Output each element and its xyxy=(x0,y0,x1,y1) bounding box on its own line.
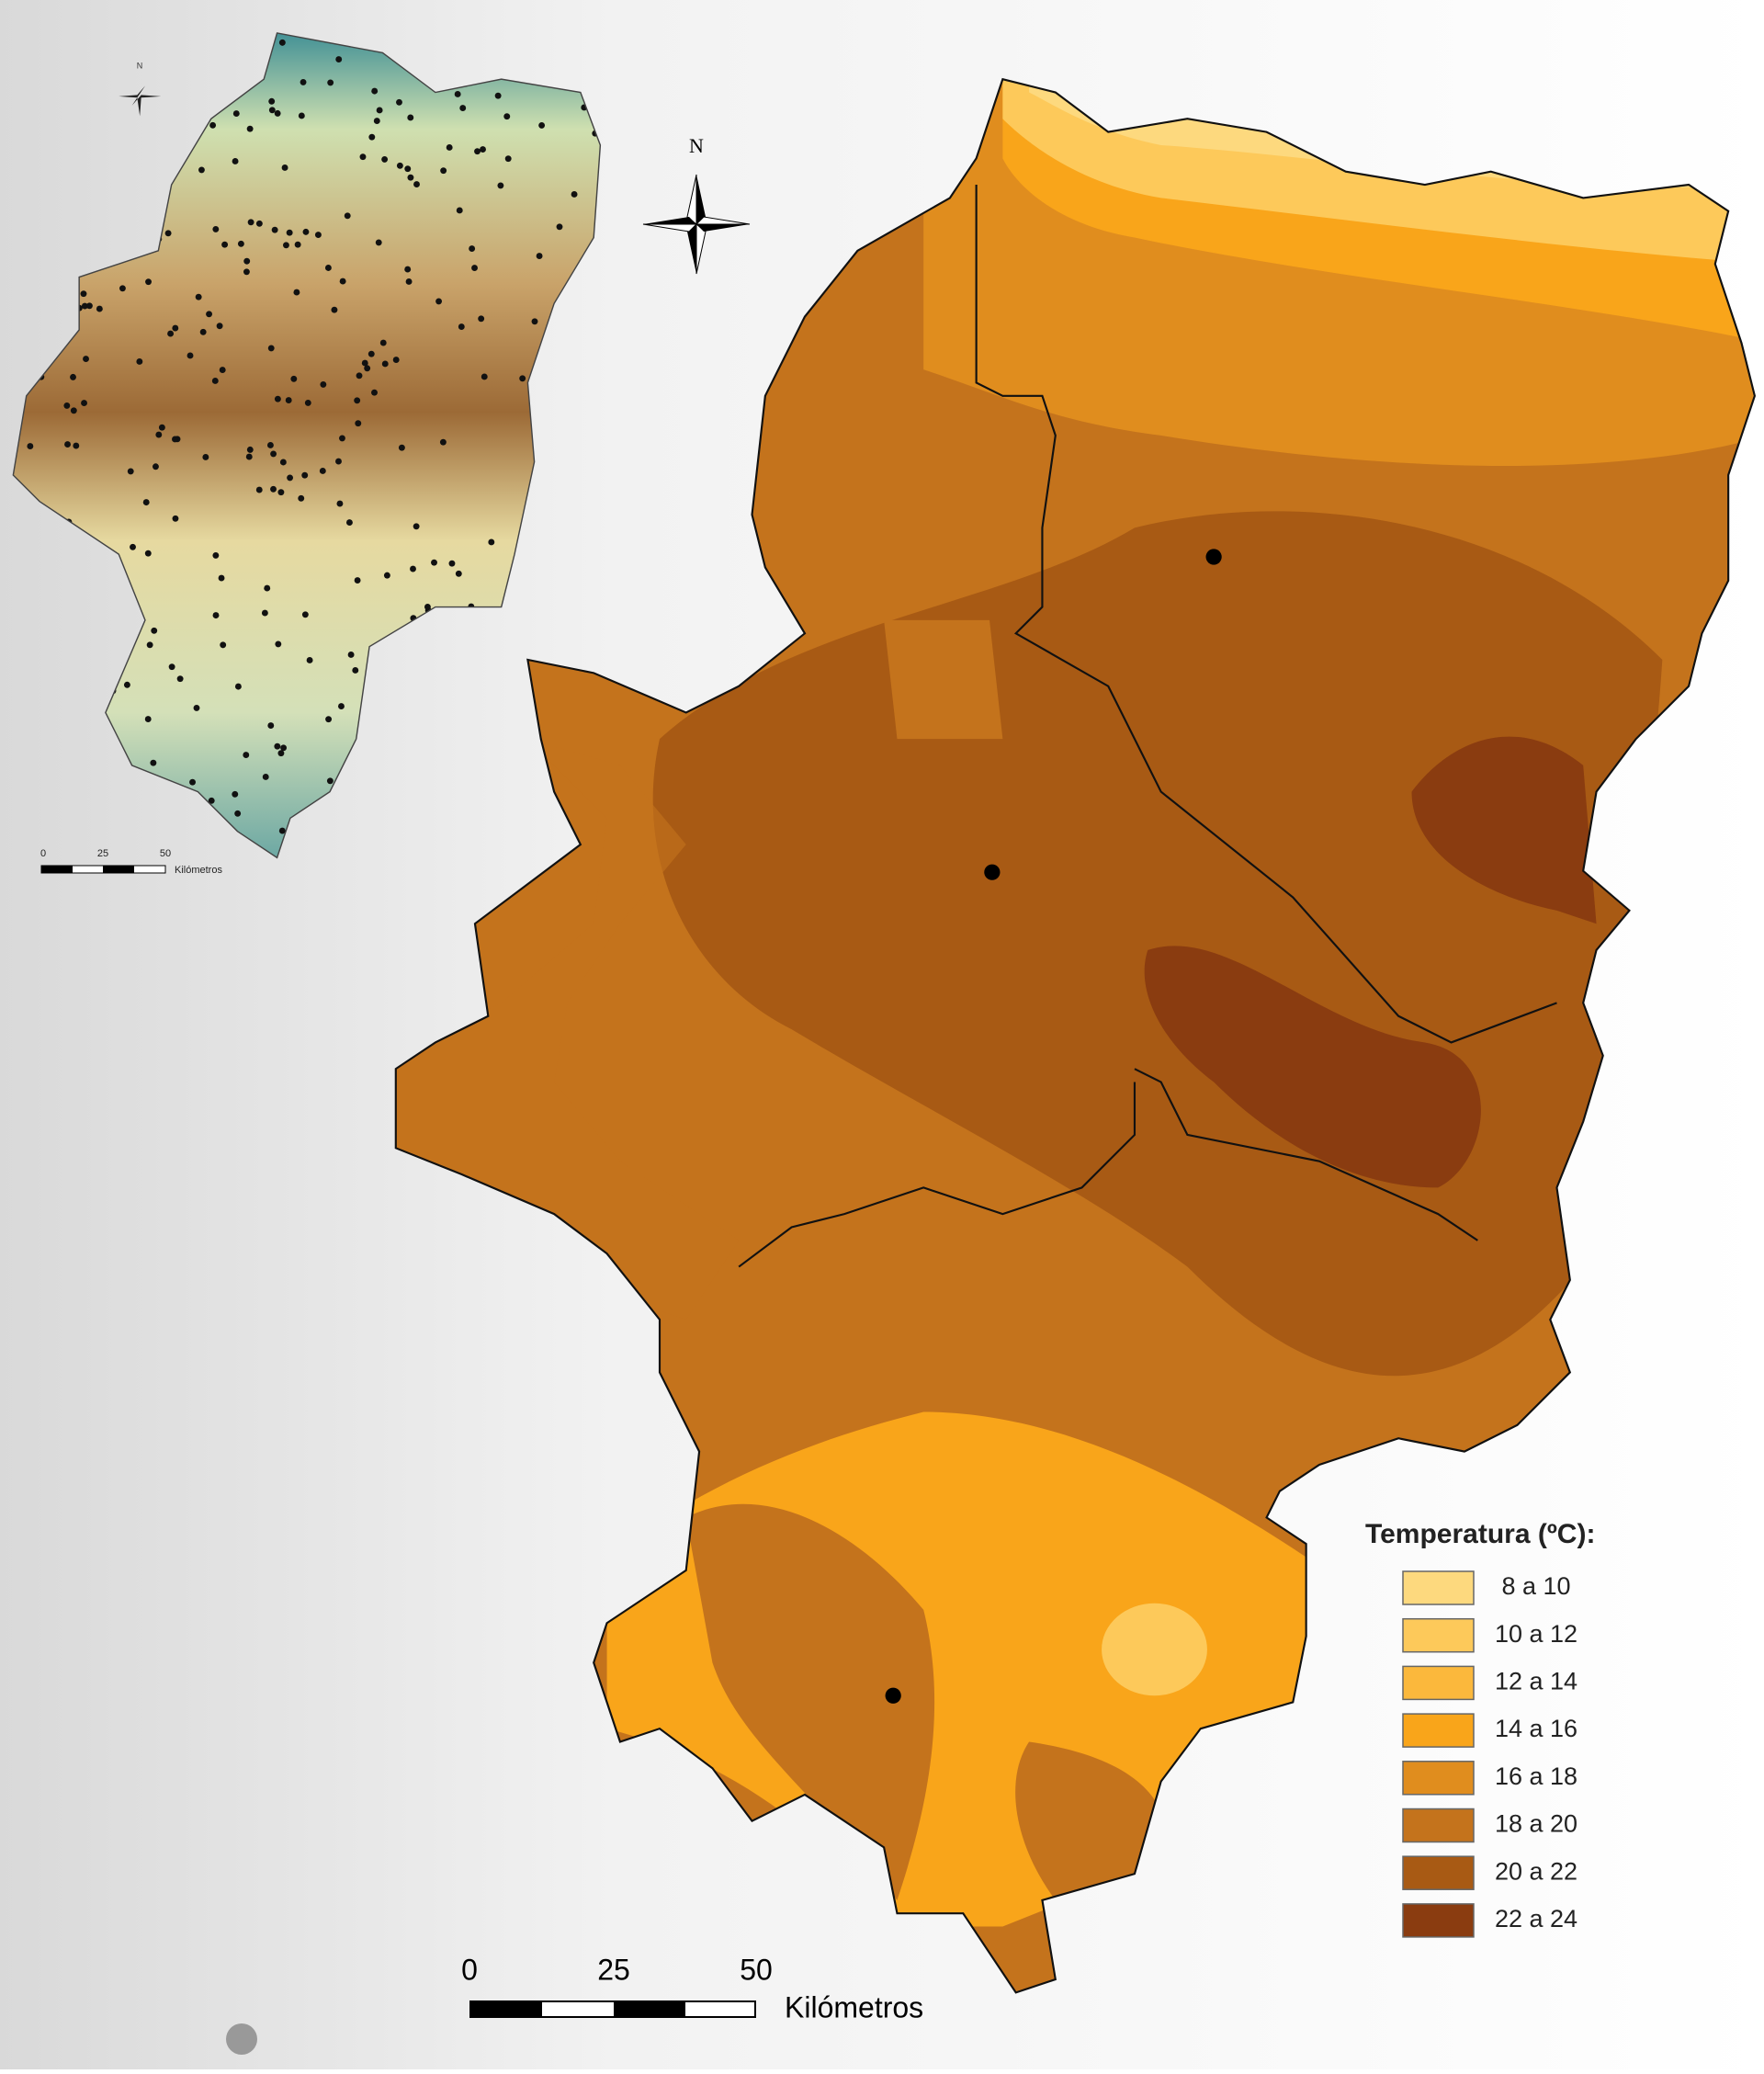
scale-label: 25 xyxy=(597,1953,630,1986)
legend-swatch xyxy=(1402,1855,1475,1890)
legend-label: 20 a 22 xyxy=(1495,1857,1577,1885)
legend-label: 22 a 24 xyxy=(1495,1905,1577,1932)
legend-label: 18 a 20 xyxy=(1495,1810,1577,1838)
legend-title: Temperatura (ºC): xyxy=(1365,1519,1595,1549)
legend-swatch xyxy=(1402,1665,1475,1701)
inset-scale-label: 50 xyxy=(160,848,171,859)
legend-label: 8 a 10 xyxy=(1501,1572,1570,1600)
legend-swatch xyxy=(1402,1713,1475,1748)
scale-unit: Kilómetros xyxy=(785,1990,923,2023)
legend: Temperatura (ºC): 8 a 10 10 a 12 12 a 14 14… xyxy=(1365,1519,1595,1938)
legend-swatch xyxy=(1402,1808,1475,1843)
legend-label: 10 a 12 xyxy=(1495,1620,1577,1648)
decoration-dot xyxy=(226,2023,257,2055)
inset-scale-unit: Kilómetros xyxy=(175,865,222,876)
legend-swatch xyxy=(1402,1570,1475,1605)
inset-north: N xyxy=(137,61,143,70)
legend-swatch xyxy=(1402,1903,1475,1938)
scale-bar xyxy=(469,2000,756,2018)
legend-label: 14 a 16 xyxy=(1495,1715,1577,1742)
inset-scale-label: 25 xyxy=(97,848,108,859)
legend-label: 12 a 14 xyxy=(1495,1668,1577,1695)
legend-swatch xyxy=(1402,1617,1475,1653)
scale-label: 0 xyxy=(461,1953,478,1986)
inset-scale-bar xyxy=(40,865,166,874)
scale-label: 50 xyxy=(740,1953,773,1986)
legend-label: 16 a 18 xyxy=(1495,1762,1577,1790)
north-label: N xyxy=(689,134,704,157)
inset-scale-label: 0 xyxy=(40,848,46,859)
legend-swatch xyxy=(1402,1761,1475,1796)
north-arrow xyxy=(642,174,751,275)
